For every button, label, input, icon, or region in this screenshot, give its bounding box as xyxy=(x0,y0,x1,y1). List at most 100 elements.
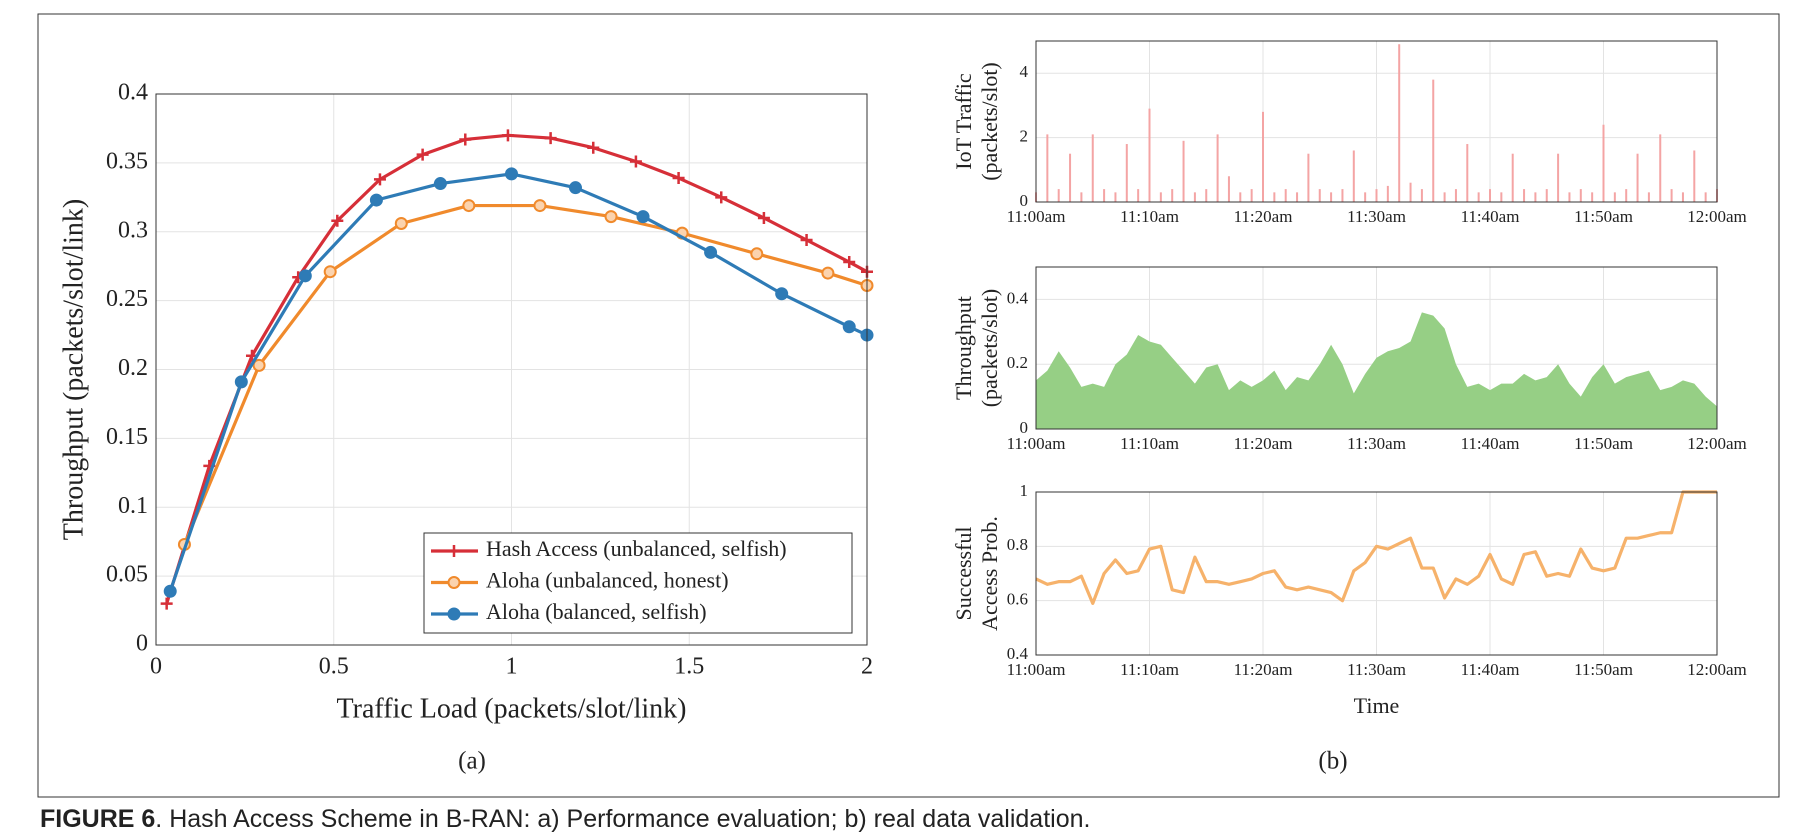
marker xyxy=(234,375,248,389)
y-tick-label: 0 xyxy=(1020,191,1029,210)
bar xyxy=(1375,189,1378,202)
marker xyxy=(394,216,408,230)
x-tick-label: 11:00am xyxy=(1007,207,1066,226)
panel-label: (a) xyxy=(458,748,486,775)
axes-frame xyxy=(155,93,868,646)
bar xyxy=(1330,192,1333,202)
x-tick-label: 11:20am xyxy=(1234,660,1293,679)
y-tick-label: 0.3 xyxy=(118,217,148,243)
marker xyxy=(163,584,177,598)
bar xyxy=(1046,134,1049,202)
axes-frame xyxy=(1035,40,1718,203)
x-tick-label: 11:40am xyxy=(1461,660,1520,679)
bar xyxy=(1523,189,1526,202)
y-tick-label: 0 xyxy=(1020,418,1029,437)
bar xyxy=(1659,134,1662,202)
legend-marker xyxy=(447,576,461,589)
y-tick-label: 4 xyxy=(1020,62,1029,81)
y-tick-label: 0.2 xyxy=(1007,353,1028,372)
x-tick-label: 11:20am xyxy=(1234,434,1293,453)
bar xyxy=(1262,111,1264,202)
marker xyxy=(298,269,312,283)
bar xyxy=(1137,189,1140,202)
marker xyxy=(462,199,476,213)
legend-box xyxy=(423,532,853,634)
plot-clip-group xyxy=(1035,490,1717,605)
bar xyxy=(1069,153,1072,202)
legend-marker xyxy=(447,607,461,621)
y-tick-label: 0.2 xyxy=(118,355,148,381)
marker xyxy=(505,167,518,181)
bar xyxy=(1364,192,1367,202)
x-tick-label: 11:50am xyxy=(1574,660,1633,679)
x-tick-label: 0.5 xyxy=(319,653,349,679)
y-axis-label: (packets/slot) xyxy=(977,289,1002,408)
bar xyxy=(1352,150,1355,202)
panel-label: (b) xyxy=(1318,748,1347,775)
y-axis-label: (packets/slot) xyxy=(977,62,1002,181)
legend-marker xyxy=(448,545,460,557)
y-tick-label: 1 xyxy=(1020,481,1029,500)
marker xyxy=(568,181,582,195)
y-tick-label: 0.8 xyxy=(1007,535,1028,554)
caption-text: . Hash Access Scheme in B-RAN: a) Perfor… xyxy=(155,805,1090,833)
x-tick-label: 1.5 xyxy=(674,653,704,679)
bar xyxy=(1545,189,1548,202)
line xyxy=(165,133,868,605)
y-tick-label: 0.6 xyxy=(1007,590,1028,609)
bar xyxy=(1591,192,1594,202)
marker xyxy=(636,210,650,224)
line xyxy=(1035,490,1717,605)
x-tick-label: 11:30am xyxy=(1347,660,1406,679)
x-tick-label: 11:30am xyxy=(1347,434,1406,453)
y-tick-label: 0 xyxy=(136,631,148,657)
x-tick-label: 11:10am xyxy=(1120,207,1179,226)
marker xyxy=(775,287,789,301)
bar xyxy=(1670,189,1673,202)
x-tick-label: 2 xyxy=(861,653,873,679)
bar xyxy=(1284,189,1287,202)
marker xyxy=(433,177,447,191)
bar xyxy=(1557,153,1560,202)
axes-frame xyxy=(1035,266,1718,430)
bar xyxy=(1250,189,1253,202)
x-tick-label: 11:40am xyxy=(1461,434,1520,453)
x-tick-label: 11:50am xyxy=(1574,434,1633,453)
bar xyxy=(1171,189,1174,202)
bar xyxy=(1103,189,1106,202)
plot-clip-group xyxy=(160,129,874,610)
x-tick-label: 11:00am xyxy=(1007,434,1066,453)
plot-clip-group xyxy=(1036,312,1717,429)
bar xyxy=(1307,153,1310,202)
bar xyxy=(1296,192,1299,202)
marker xyxy=(587,141,600,154)
x-tick-label: 0 xyxy=(150,653,162,679)
bar xyxy=(1500,192,1503,202)
y-tick-label: 0.15 xyxy=(106,424,148,450)
bar xyxy=(1148,108,1151,202)
bar xyxy=(1647,192,1650,202)
y-axis-label: Access Prob. xyxy=(977,516,1002,631)
y-tick-label: 0.4 xyxy=(1007,288,1029,307)
bar xyxy=(1613,192,1616,202)
bar xyxy=(1693,150,1696,202)
marker xyxy=(821,266,835,280)
bar xyxy=(1193,192,1196,202)
marker xyxy=(843,256,856,269)
marker xyxy=(715,191,728,204)
bar xyxy=(1636,153,1639,202)
bar xyxy=(1489,189,1491,202)
bar xyxy=(1205,189,1208,202)
x-axis-label: Traffic Load (packets/slot/link) xyxy=(337,693,687,724)
marker xyxy=(501,129,514,142)
plot-clip-group xyxy=(1035,44,1718,202)
legend-label: Aloha (balanced, selfish) xyxy=(486,599,707,624)
bar xyxy=(1386,185,1389,202)
marker xyxy=(369,193,383,207)
marker xyxy=(604,210,618,224)
marker xyxy=(252,358,266,372)
y-axis-label: Successful xyxy=(951,526,976,620)
bar xyxy=(1409,182,1412,202)
y-tick-label: 0.05 xyxy=(106,562,148,588)
